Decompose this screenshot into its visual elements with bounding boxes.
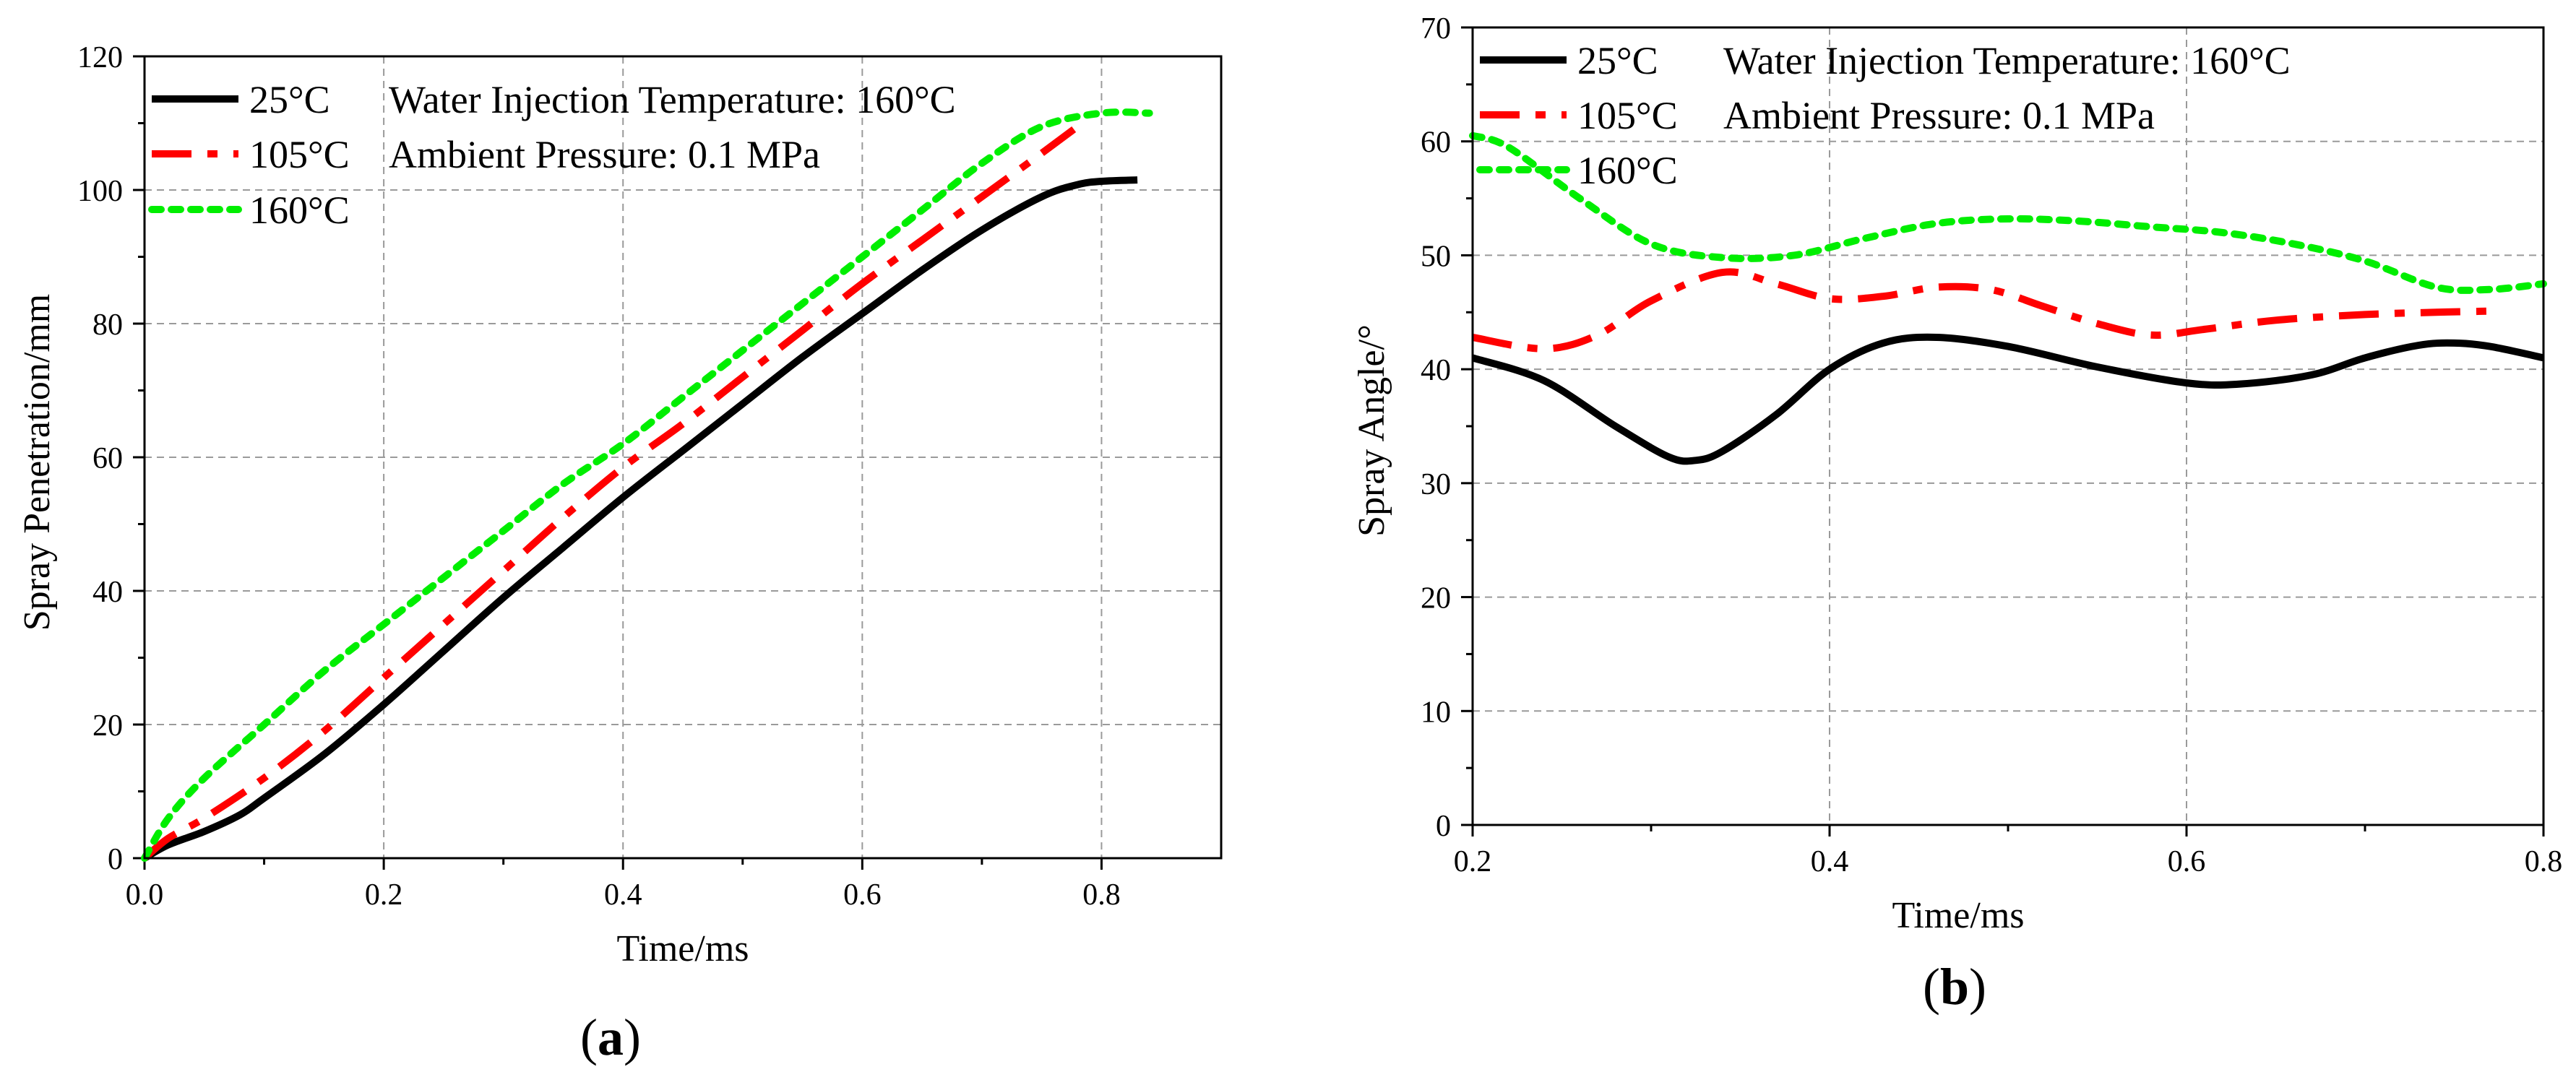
x-tick-label: 0.6: [843, 878, 882, 912]
y-tick-label: 60: [1421, 126, 1451, 160]
y-tick-label: 80: [92, 308, 123, 342]
y-tick-label: 0: [1436, 810, 1451, 843]
series-line-160c-b: [1469, 131, 2547, 294]
plot-frame-a: [143, 55, 1223, 860]
x-tick-label: 0.8: [1082, 878, 1121, 912]
series-layer-b: [1469, 131, 2547, 465]
grid-a: [145, 56, 1221, 858]
annotation-water-temp-a: Water Injection Temperature: 160°C: [389, 78, 956, 121]
panel-label-b: (b): [1923, 958, 1986, 1016]
legend-label-105c-b: 105°C: [1577, 94, 1678, 137]
legend-label-160c-a: 160°C: [249, 189, 350, 232]
panel-label-a: (a): [580, 1008, 641, 1066]
x-axis-label-a: Time/ms: [616, 928, 749, 969]
annotation-ambient-pressure-b: Ambient Pressure: 0.1 MPa: [1723, 94, 2155, 137]
x-axis-label-b: Time/ms: [1892, 895, 2024, 936]
series-line-105c-a: [142, 124, 1080, 861]
y-tick-label: 20: [1421, 582, 1451, 615]
annotation-ambient-pressure-a: Ambient Pressure: 0.1 MPa: [389, 133, 820, 176]
y-tick-label: 70: [1421, 12, 1451, 46]
chart-panel-a: 0.0 0.2 0.4 0.6 0.8 0 20 40 60 80 100 120 25°C 105°…: [17, 41, 1223, 1066]
legend-a: 25°C 105°C 160°C Water Injection Tempera…: [148, 78, 956, 232]
y-tick-label: 30: [1421, 468, 1451, 501]
y-tick-label: 100: [77, 175, 123, 208]
y-tick-label: 120: [77, 41, 123, 74]
y-axis-label-a: Spray Penetration/mm: [17, 294, 58, 631]
series-line-160c-a: [141, 108, 1153, 862]
x-tick-label: 0.0: [126, 878, 164, 912]
legend-label-105c-a: 105°C: [249, 133, 350, 176]
y-tick-label: 50: [1421, 240, 1451, 273]
y-tick-label: 0: [108, 843, 123, 876]
series-line-25c-b: [1471, 333, 2545, 465]
x-tick-label: 0.2: [365, 878, 403, 912]
legend-b: 25°C 105°C 160°C Water Injection Tempera…: [1476, 39, 2291, 192]
legend-label-25c-b: 25°C: [1577, 39, 1658, 82]
series-layer-a: [141, 108, 1153, 862]
y-tick-label: 10: [1421, 696, 1451, 729]
x-tick-label: 0.4: [1811, 845, 1849, 878]
y-tick-label: 60: [92, 442, 123, 475]
x-tick-label: 0.8: [2525, 845, 2563, 878]
x-tick-label: 0.4: [604, 878, 642, 912]
y-tick-label: 20: [92, 709, 123, 743]
annotation-water-temp-b: Water Injection Temperature: 160°C: [1723, 39, 2291, 82]
series-line-105c-b: [1472, 268, 2491, 353]
chart-panel-b: 0.2 0.4 0.6 0.8 0 10 20 30 40 50 60 70 25°C 105°C 1…: [1351, 12, 2562, 1016]
grid-b: [1473, 27, 2543, 825]
x-tick-label: 0.2: [1454, 845, 1492, 878]
legend-label-160c-b: 160°C: [1577, 149, 1678, 192]
legend-label-25c-a: 25°C: [249, 78, 330, 121]
series-line-25c-a: [142, 176, 1138, 862]
y-tick-label: 40: [1421, 354, 1451, 387]
axis-ticks-b: 0.2 0.4 0.6 0.8 0 10 20 30 40 50 60 70: [1421, 12, 2562, 878]
y-axis-label-b: Spray Angle/°: [1351, 324, 1392, 537]
y-tick-label: 40: [92, 576, 123, 609]
plot-frame-b: [1471, 26, 2545, 826]
axis-ticks-a: 0.0 0.2 0.4 0.6 0.8 0 20 40 60 80 100 120: [77, 41, 1121, 912]
x-tick-label: 0.6: [2168, 845, 2206, 878]
